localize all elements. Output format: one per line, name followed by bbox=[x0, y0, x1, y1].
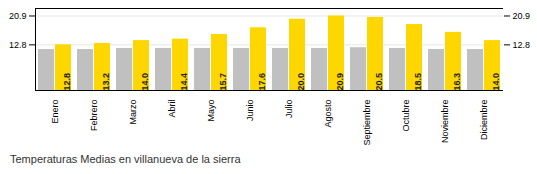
svg-text:14.0: 14.0 bbox=[491, 73, 501, 91]
svg-text:Noviembre: Noviembre bbox=[440, 100, 450, 144]
svg-text:20.9: 20.9 bbox=[513, 11, 531, 21]
svg-text:Agosto: Agosto bbox=[323, 100, 333, 128]
svg-text:16.3: 16.3 bbox=[452, 73, 462, 91]
svg-text:14.4: 14.4 bbox=[179, 73, 189, 91]
svg-text:Enero: Enero bbox=[50, 100, 60, 124]
svg-text:Octubre: Octubre bbox=[401, 100, 411, 132]
svg-text:17.6: 17.6 bbox=[257, 73, 267, 91]
html-text:Temperaturas Medias en villanu: Temperaturas Medias en villanueva de la … bbox=[10, 153, 241, 165]
svg-text:Mayo: Mayo bbox=[206, 100, 216, 122]
svg-text:Septiembre: Septiembre bbox=[362, 100, 372, 146]
svg-text:15.7: 15.7 bbox=[218, 73, 228, 91]
svg-text:Julio: Julio bbox=[284, 100, 294, 119]
svg-text:Junio: Junio bbox=[245, 100, 255, 122]
svg-text:12.8: 12.8 bbox=[62, 73, 72, 91]
svg-text:Marzo: Marzo bbox=[128, 100, 138, 125]
svg-text:20.5: 20.5 bbox=[374, 73, 384, 91]
svg-text:Febrero: Febrero bbox=[89, 100, 99, 132]
svg-text:13.2: 13.2 bbox=[101, 73, 111, 91]
svg-text:20.0: 20.0 bbox=[296, 73, 306, 91]
svg-text:14.0: 14.0 bbox=[140, 73, 150, 91]
svg-text:Diciembre: Diciembre bbox=[479, 100, 489, 141]
svg-text:20.9: 20.9 bbox=[9, 11, 27, 21]
svg-text:Abril: Abril bbox=[167, 100, 177, 118]
svg-text:12.8: 12.8 bbox=[9, 40, 27, 50]
svg-text:18.5: 18.5 bbox=[413, 73, 423, 91]
svg-text:20.9: 20.9 bbox=[335, 73, 345, 91]
svg-text:12.8: 12.8 bbox=[513, 40, 531, 50]
